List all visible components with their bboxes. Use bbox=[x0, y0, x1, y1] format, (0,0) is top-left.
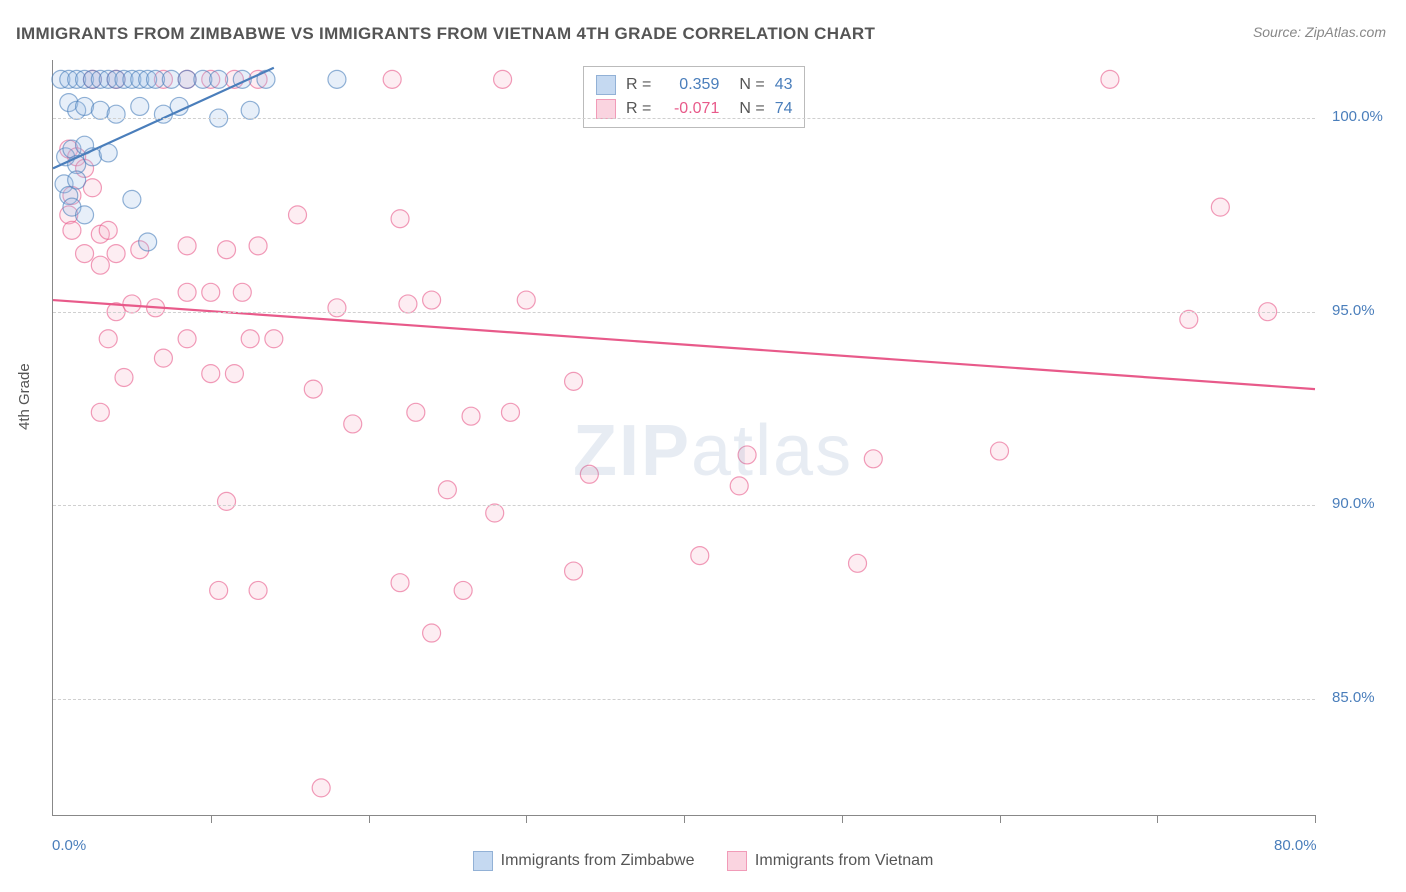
y-tick-label: 85.0% bbox=[1332, 689, 1375, 706]
y-tick-label: 95.0% bbox=[1332, 302, 1375, 319]
chart-title: IMMIGRANTS FROM ZIMBABWE VS IMMIGRANTS F… bbox=[16, 24, 875, 44]
gridline bbox=[53, 312, 1315, 313]
legend-swatch-icon bbox=[596, 99, 616, 119]
chart-container: IMMIGRANTS FROM ZIMBABWE VS IMMIGRANTS F… bbox=[0, 0, 1406, 892]
legend-label: Immigrants from Vietnam bbox=[755, 852, 933, 870]
n-label: N = bbox=[739, 73, 764, 97]
r-value: 0.359 bbox=[661, 73, 719, 97]
legend-swatch-icon bbox=[473, 851, 493, 871]
gridline bbox=[53, 699, 1315, 700]
source-attribution: Source: ZipAtlas.com bbox=[1253, 24, 1386, 40]
gridline bbox=[53, 118, 1315, 119]
n-value: 43 bbox=[775, 73, 793, 97]
x-tick bbox=[1157, 815, 1158, 823]
legend-swatch-icon bbox=[596, 75, 616, 95]
plot-area: ZIPatlas R =0.359N =43R =-0.071N =74 bbox=[52, 60, 1315, 816]
x-tick bbox=[369, 815, 370, 823]
x-tick bbox=[684, 815, 685, 823]
x-tick bbox=[1000, 815, 1001, 823]
x-tick bbox=[211, 815, 212, 823]
y-tick-label: 100.0% bbox=[1332, 108, 1383, 125]
x-tick-label: 80.0% bbox=[1274, 837, 1317, 854]
x-tick bbox=[842, 815, 843, 823]
y-axis-label: 4th Grade bbox=[16, 363, 33, 430]
legend-swatch-icon bbox=[727, 851, 747, 871]
chart-svg bbox=[53, 60, 1315, 815]
x-tick bbox=[526, 815, 527, 823]
x-tick-label: 0.0% bbox=[52, 837, 86, 854]
legend-item-zimbabwe: Immigrants from Zimbabwe bbox=[473, 851, 695, 871]
legend-row: R = 0.359 N = 43 bbox=[596, 73, 792, 97]
series-legend: Immigrants from Zimbabwe Immigrants from… bbox=[0, 851, 1406, 876]
x-tick bbox=[1315, 815, 1316, 823]
legend-label: Immigrants from Zimbabwe bbox=[501, 852, 695, 870]
r-label: R = bbox=[626, 73, 651, 97]
legend-item-vietnam: Immigrants from Vietnam bbox=[727, 851, 933, 871]
gridline bbox=[53, 505, 1315, 506]
y-tick-label: 90.0% bbox=[1332, 495, 1375, 512]
